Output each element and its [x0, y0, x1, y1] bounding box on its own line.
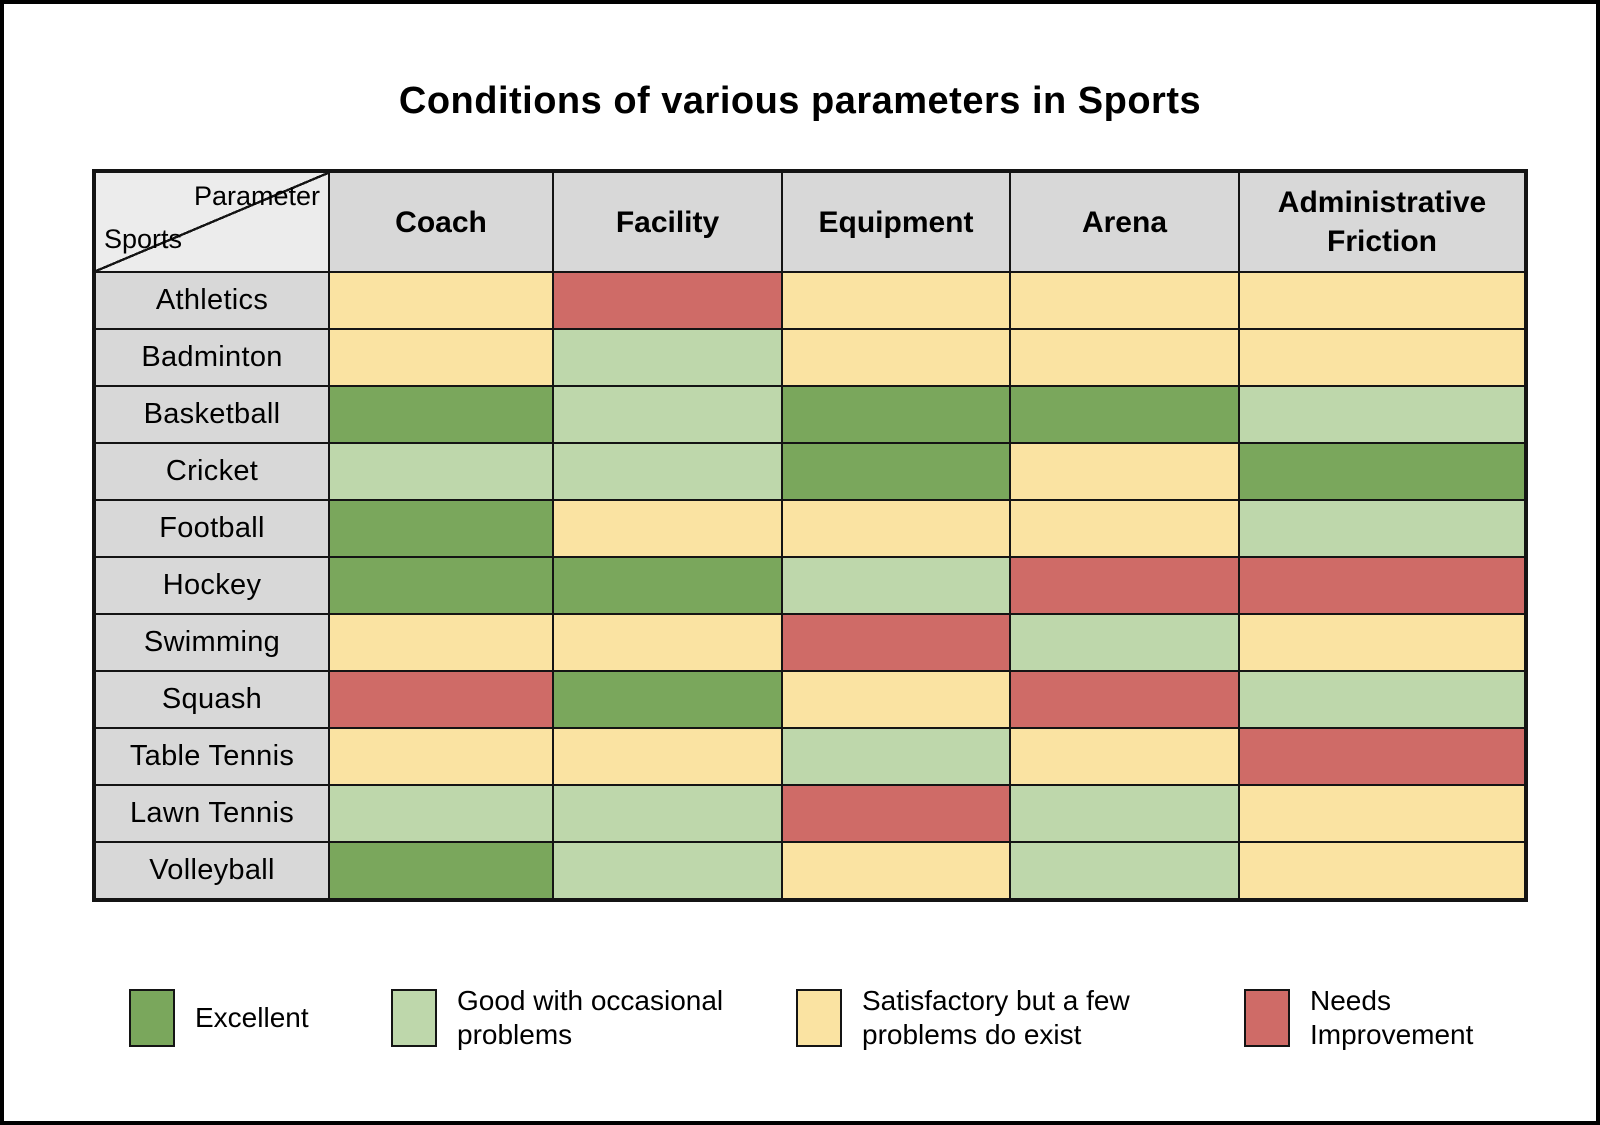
cell-table-tennis-arena	[1010, 728, 1239, 785]
legend-label-excellent: Excellent	[195, 1002, 309, 1033]
cell-hockey-administrative-friction	[1239, 557, 1525, 614]
legend-label-satisfactory: Satisfactory but a few problems do exist	[862, 985, 1130, 1050]
page-title: Conditions of various parameters in Spor…	[398, 80, 1202, 122]
column-header-equipment: Equipment	[782, 172, 1010, 272]
cell-squash-arena	[1010, 671, 1239, 728]
row-label-table-tennis: Table Tennis	[95, 728, 329, 785]
row-label-basketball: Basketball	[95, 386, 329, 443]
column-header-facility: Facility	[553, 172, 782, 272]
cell-football-facility	[553, 500, 782, 557]
cell-athletics-arena	[1010, 272, 1239, 329]
legend-item-good: Good with occasional problems	[391, 979, 723, 1057]
cell-lawn-tennis-administrative-friction	[1239, 785, 1525, 842]
row-label-athletics: Athletics	[95, 272, 329, 329]
column-header-arena: Arena	[1010, 172, 1239, 272]
cell-volleyball-arena	[1010, 842, 1239, 899]
cell-swimming-arena	[1010, 614, 1239, 671]
cell-badminton-facility	[553, 329, 782, 386]
cell-athletics-coach	[329, 272, 553, 329]
cell-basketball-arena	[1010, 386, 1239, 443]
cell-lawn-tennis-arena	[1010, 785, 1239, 842]
row-label-badminton: Badminton	[95, 329, 329, 386]
cell-swimming-equipment	[782, 614, 1010, 671]
legend-label-good: Good with occasional problems	[457, 985, 724, 1050]
cell-hockey-equipment	[782, 557, 1010, 614]
cell-volleyball-equipment	[782, 842, 1010, 899]
cell-football-equipment	[782, 500, 1010, 557]
cell-athletics-administrative-friction	[1239, 272, 1525, 329]
cell-hockey-coach	[329, 557, 553, 614]
cell-football-administrative-friction	[1239, 500, 1525, 557]
legend-item-excellent: Excellent	[129, 979, 309, 1057]
cell-cricket-equipment	[782, 443, 1010, 500]
corner-parameter-label: Parameter	[193, 181, 320, 211]
cell-swimming-facility	[553, 614, 782, 671]
column-header-coach: Coach	[329, 172, 553, 272]
cell-squash-administrative-friction	[1239, 671, 1525, 728]
row-label-volleyball: Volleyball	[95, 842, 329, 899]
legend: Excellent Good with occasional problems …	[4, 979, 1596, 1069]
cell-table-tennis-facility	[553, 728, 782, 785]
cell-badminton-administrative-friction	[1239, 329, 1525, 386]
cell-table-tennis-administrative-friction	[1239, 728, 1525, 785]
cell-lawn-tennis-coach	[329, 785, 553, 842]
cell-volleyball-coach	[329, 842, 553, 899]
cell-lawn-tennis-equipment	[782, 785, 1010, 842]
row-label-lawn-tennis: Lawn Tennis	[95, 785, 329, 842]
cell-table-tennis-coach	[329, 728, 553, 785]
cell-athletics-facility	[553, 272, 782, 329]
legend-item-needs-improvement: Needs Improvement	[1244, 979, 1473, 1057]
cell-cricket-arena	[1010, 443, 1239, 500]
corner-sports-label: Sports	[104, 224, 183, 254]
good-swatch	[391, 989, 437, 1047]
cell-swimming-coach	[329, 614, 553, 671]
cell-volleyball-facility	[553, 842, 782, 899]
cell-hockey-facility	[553, 557, 782, 614]
cell-football-coach	[329, 500, 553, 557]
excellent-swatch	[129, 989, 175, 1047]
cell-lawn-tennis-facility	[553, 785, 782, 842]
needs-improvement-swatch	[1244, 989, 1290, 1047]
cell-basketball-coach	[329, 386, 553, 443]
cell-athletics-equipment	[782, 272, 1010, 329]
cell-volleyball-administrative-friction	[1239, 842, 1525, 899]
cell-table-tennis-equipment	[782, 728, 1010, 785]
row-label-swimming: Swimming	[95, 614, 329, 671]
cell-cricket-coach	[329, 443, 553, 500]
column-header-administrative-friction: Administrative Friction	[1239, 172, 1525, 272]
cell-badminton-arena	[1010, 329, 1239, 386]
cell-basketball-administrative-friction	[1239, 386, 1525, 443]
cell-basketball-facility	[553, 386, 782, 443]
legend-label-needs-improvement: Needs Improvement	[1310, 985, 1474, 1050]
heatmap-table: Parameter Sports Coach Facility Equipmen…	[92, 169, 1528, 902]
cell-squash-equipment	[782, 671, 1010, 728]
cell-cricket-administrative-friction	[1239, 443, 1525, 500]
cell-swimming-administrative-friction	[1239, 614, 1525, 671]
corner-header-cell: Parameter Sports	[95, 172, 329, 272]
row-label-hockey: Hockey	[95, 557, 329, 614]
legend-item-satisfactory: Satisfactory but a few problems do exist	[796, 979, 1130, 1057]
satisfactory-swatch	[796, 989, 842, 1047]
cell-squash-coach	[329, 671, 553, 728]
row-label-squash: Squash	[95, 671, 329, 728]
row-label-cricket: Cricket	[95, 443, 329, 500]
cell-squash-facility	[553, 671, 782, 728]
cell-badminton-equipment	[782, 329, 1010, 386]
cell-basketball-equipment	[782, 386, 1010, 443]
row-label-football: Football	[95, 500, 329, 557]
cell-football-arena	[1010, 500, 1239, 557]
cell-badminton-coach	[329, 329, 553, 386]
cell-cricket-facility	[553, 443, 782, 500]
cell-hockey-arena	[1010, 557, 1239, 614]
